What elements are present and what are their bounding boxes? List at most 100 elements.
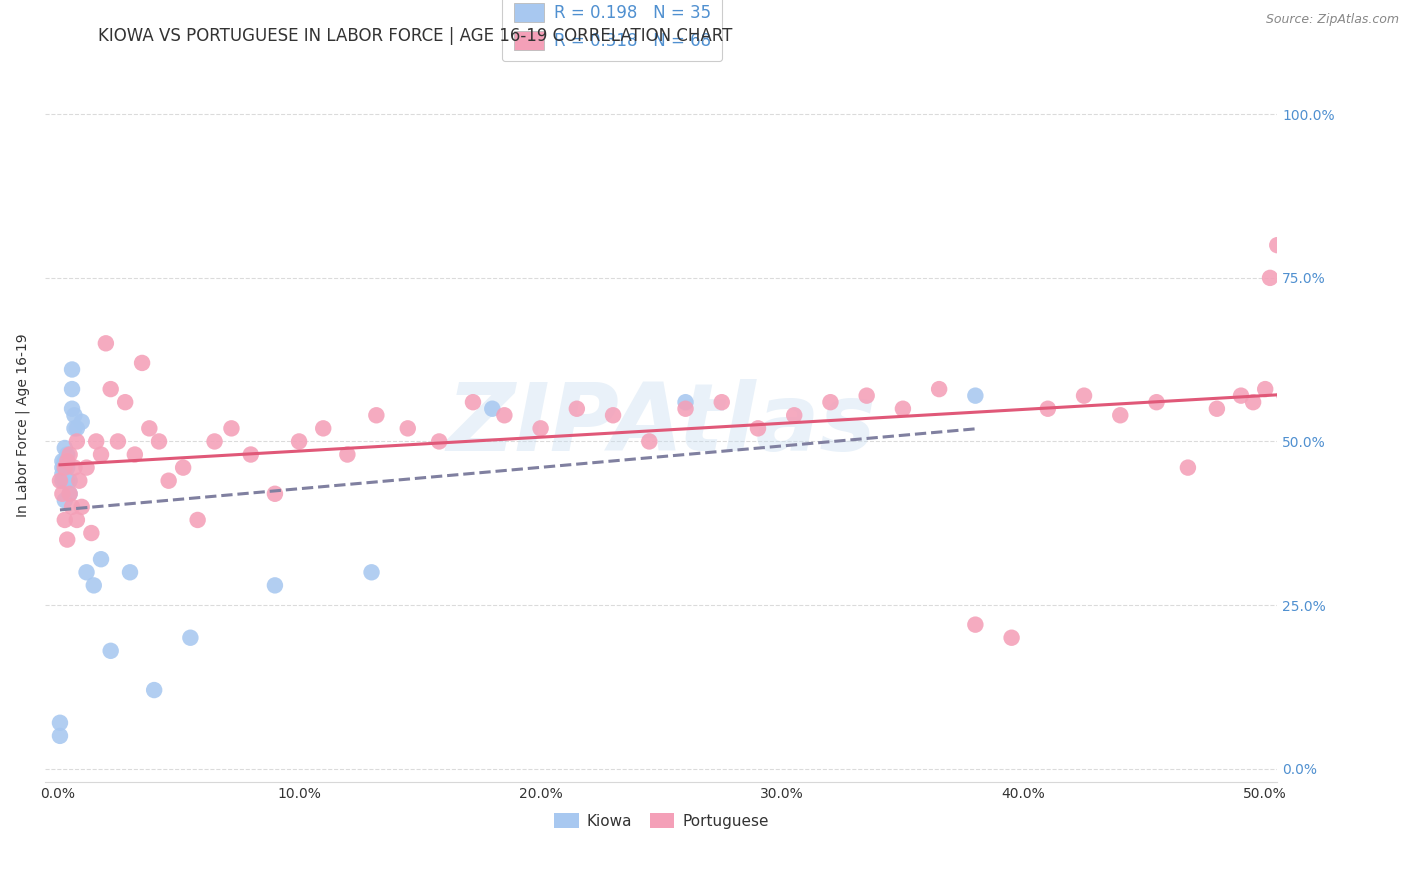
Point	[63, 409, 86, 423]
Point	[56, 474, 79, 488]
Point	[138, 421, 160, 435]
Point	[60, 362, 83, 376]
Point	[83, 578, 105, 592]
Point	[56, 533, 79, 547]
Point	[53, 454, 76, 468]
Point	[461, 395, 484, 409]
Point	[118, 566, 141, 580]
Point	[494, 409, 516, 423]
Point	[107, 434, 129, 449]
Point	[481, 401, 503, 416]
Point	[1230, 389, 1253, 403]
Point	[360, 566, 382, 580]
Point	[312, 421, 335, 435]
Point	[1073, 389, 1095, 403]
Point	[172, 460, 194, 475]
Point	[53, 493, 76, 508]
Point	[60, 401, 83, 416]
Point	[131, 356, 153, 370]
Point	[1278, 382, 1301, 396]
Point	[59, 487, 82, 501]
Point	[427, 434, 450, 449]
Legend: Kiowa, Portuguese: Kiowa, Portuguese	[548, 807, 775, 835]
Point	[565, 401, 588, 416]
Point	[53, 460, 76, 475]
Point	[187, 513, 209, 527]
Point	[51, 487, 73, 501]
Point	[675, 401, 697, 416]
Point	[221, 421, 243, 435]
Point	[60, 382, 83, 396]
Point	[53, 441, 76, 455]
Point	[783, 409, 806, 423]
Point	[602, 409, 624, 423]
Point	[70, 415, 93, 429]
Point	[59, 474, 82, 488]
Point	[965, 617, 987, 632]
Text: Source: ZipAtlas.com: Source: ZipAtlas.com	[1265, 13, 1399, 27]
Point	[70, 500, 93, 514]
Point	[855, 389, 877, 403]
Point	[63, 460, 86, 475]
Point	[1265, 238, 1288, 252]
Point	[124, 448, 146, 462]
Point	[59, 487, 82, 501]
Point	[100, 382, 122, 396]
Point	[891, 401, 914, 416]
Point	[675, 395, 697, 409]
Point	[56, 460, 79, 475]
Point	[396, 421, 419, 435]
Point	[56, 448, 79, 462]
Point	[66, 434, 89, 449]
Point	[49, 474, 72, 488]
Point	[53, 474, 76, 488]
Point	[49, 729, 72, 743]
Point	[1036, 401, 1059, 416]
Point	[1000, 631, 1022, 645]
Point	[59, 448, 82, 462]
Point	[66, 421, 89, 435]
Point	[204, 434, 226, 449]
Point	[1254, 382, 1277, 396]
Point	[264, 487, 287, 501]
Point	[747, 421, 769, 435]
Point	[90, 552, 112, 566]
Point	[114, 395, 136, 409]
Point	[143, 683, 166, 698]
Point	[820, 395, 842, 409]
Point	[53, 513, 76, 527]
Point	[80, 526, 103, 541]
Point	[90, 448, 112, 462]
Point	[928, 382, 950, 396]
Point	[336, 448, 359, 462]
Point	[60, 500, 83, 514]
Point	[264, 578, 287, 592]
Point	[56, 454, 79, 468]
Text: ZIPAtlas: ZIPAtlas	[447, 379, 876, 471]
Point	[76, 460, 98, 475]
Point	[51, 454, 73, 468]
Point	[63, 421, 86, 435]
Point	[148, 434, 170, 449]
Point	[530, 421, 553, 435]
Point	[51, 474, 73, 488]
Point	[100, 644, 122, 658]
Point	[84, 434, 107, 449]
Y-axis label: In Labor Force | Age 16-19: In Labor Force | Age 16-19	[15, 334, 30, 516]
Text: KIOWA VS PORTUGUESE IN LABOR FORCE | AGE 16-19 CORRELATION CHART: KIOWA VS PORTUGUESE IN LABOR FORCE | AGE…	[98, 27, 733, 45]
Point	[710, 395, 733, 409]
Point	[51, 460, 73, 475]
Point	[1177, 460, 1199, 475]
Point	[157, 474, 180, 488]
Point	[1274, 389, 1296, 403]
Point	[1146, 395, 1168, 409]
Point	[179, 631, 201, 645]
Point	[1205, 401, 1227, 416]
Point	[288, 434, 311, 449]
Point	[49, 715, 72, 730]
Point	[1241, 395, 1264, 409]
Point	[638, 434, 661, 449]
Point	[239, 448, 262, 462]
Point	[67, 474, 90, 488]
Point	[94, 336, 117, 351]
